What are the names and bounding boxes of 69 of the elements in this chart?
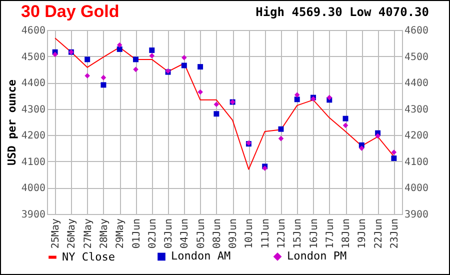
y2-tick-label: 3900	[404, 210, 429, 220]
y2-tick-label: 4100	[404, 156, 429, 168]
point	[294, 96, 300, 102]
y2-tick-label: 4600	[404, 26, 429, 36]
point	[294, 92, 300, 98]
legend-label: London PM	[287, 250, 347, 263]
point	[100, 82, 106, 88]
x-tick-label: 16Jun	[308, 218, 320, 249]
point	[181, 62, 187, 68]
point	[52, 52, 58, 58]
x-tick-label: 15Jun	[292, 218, 304, 249]
x-tick-label: 04Jun	[180, 218, 191, 249]
x-tick-label: 05Jun	[196, 218, 207, 249]
point	[342, 116, 348, 122]
x-tick-label: 26May	[66, 218, 78, 249]
y-tick-label: 4100	[21, 156, 46, 168]
point	[326, 94, 332, 100]
point	[342, 122, 348, 128]
point	[116, 46, 122, 52]
legend-label: London AM	[171, 250, 231, 263]
x-tick-label: 29May	[115, 218, 126, 249]
y-tick-label: 4400	[21, 78, 46, 90]
point	[133, 56, 138, 62]
x-tick-label: 03Jun	[164, 218, 175, 249]
point	[375, 133, 380, 139]
x-tick-label: 18Jun	[341, 218, 352, 249]
y2-tick-label: 4500	[404, 52, 429, 63]
point	[182, 54, 187, 60]
x-tick-label: 23Jun	[389, 218, 400, 249]
chart-subtitle: High 4569.30 Low 4070.30	[256, 5, 429, 19]
y2-tick-label: 4000	[404, 183, 429, 194]
x-tick-label: 01Jun	[131, 218, 142, 249]
x-tick-label: 12Jun	[276, 218, 288, 249]
point	[214, 111, 220, 117]
point	[198, 64, 204, 70]
y-tick-label: 4300	[21, 104, 46, 116]
y-tick-label: 4500	[21, 52, 46, 63]
x-tick-label: 28May	[98, 218, 110, 249]
point	[100, 74, 106, 80]
point	[359, 146, 364, 151]
x-tick-label: 08Jun	[212, 218, 223, 249]
point	[84, 73, 90, 78]
x-tick-label: 19Jun	[357, 218, 368, 249]
x-tick-label: 11Jun	[260, 218, 272, 249]
x-tick-label: 25May	[50, 218, 62, 249]
x-tick-label: 22Jun	[373, 218, 384, 249]
chart-title: 30 Day Gold	[21, 2, 120, 22]
x-tick-label: 09Jun	[228, 218, 240, 249]
y2-tick-label: 4300	[404, 104, 429, 116]
legend-label: NY Close	[62, 250, 115, 264]
point	[116, 42, 122, 48]
y2-tick-label: 4200	[404, 130, 429, 142]
x-tick-label: 02Jun	[147, 218, 158, 249]
x-tick-label: 17Jun	[324, 218, 336, 249]
y-tick-label: 4200	[21, 130, 46, 142]
y-axis-title: USD per ounce	[5, 79, 18, 166]
x-tick-label: 27May	[82, 218, 94, 249]
point	[278, 136, 284, 142]
point	[391, 156, 397, 162]
point	[214, 102, 220, 108]
point	[84, 56, 90, 62]
y2-tick-label: 4400	[404, 78, 429, 90]
point	[278, 126, 284, 132]
y-tick-label: 3900	[21, 210, 46, 220]
y-tick-label: 4000	[21, 183, 46, 194]
y-tick-label: 4600	[21, 26, 46, 36]
point	[149, 53, 155, 58]
point	[149, 48, 155, 53]
x-tick-label: 10Jun	[244, 218, 256, 249]
